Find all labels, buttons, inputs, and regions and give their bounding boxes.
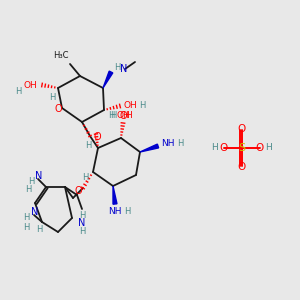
Text: N: N — [35, 171, 43, 181]
Text: H: H — [124, 208, 130, 217]
Text: H: H — [139, 101, 145, 110]
Text: OH: OH — [123, 101, 137, 110]
Text: H: H — [25, 184, 31, 194]
Text: H₃C: H₃C — [53, 52, 69, 61]
Text: H: H — [28, 176, 34, 185]
Text: H: H — [79, 226, 85, 236]
Text: O: O — [220, 143, 228, 153]
Text: H: H — [23, 212, 29, 221]
Text: O: O — [238, 124, 246, 134]
Polygon shape — [140, 144, 159, 152]
Text: H: H — [85, 142, 91, 151]
Text: H: H — [212, 143, 218, 152]
Text: H: H — [36, 226, 42, 235]
Text: NH: NH — [161, 140, 175, 148]
Polygon shape — [103, 71, 113, 88]
Text: H: H — [79, 211, 85, 220]
Text: H: H — [110, 112, 116, 121]
Text: O: O — [54, 104, 62, 114]
Text: OH: OH — [116, 112, 130, 121]
Text: N: N — [78, 218, 86, 228]
Text: H: H — [49, 94, 55, 103]
Text: N: N — [31, 207, 39, 217]
Text: O: O — [119, 111, 127, 121]
Text: H: H — [23, 223, 29, 232]
Text: S: S — [238, 143, 246, 153]
Text: H: H — [126, 112, 132, 121]
Text: H: H — [177, 140, 183, 148]
Text: H: H — [266, 143, 272, 152]
Text: N: N — [120, 64, 127, 74]
Text: H: H — [108, 112, 114, 121]
Text: H: H — [114, 62, 120, 71]
Text: O: O — [238, 162, 246, 172]
Text: O: O — [93, 132, 101, 142]
Text: O: O — [74, 186, 82, 196]
Text: NH: NH — [108, 208, 122, 217]
Text: O: O — [256, 143, 264, 153]
Text: OH: OH — [23, 80, 37, 89]
Polygon shape — [113, 186, 117, 204]
Text: H: H — [82, 172, 88, 182]
Text: H: H — [15, 86, 21, 95]
